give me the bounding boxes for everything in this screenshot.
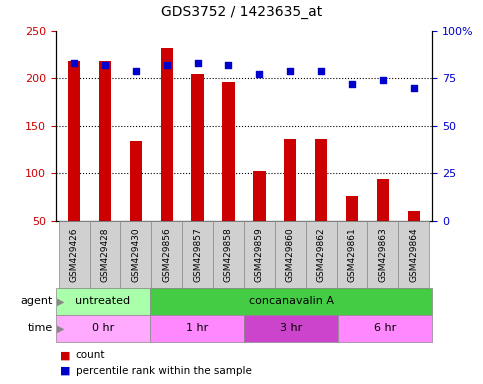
- Bar: [56, 288, 150, 315]
- Bar: [338, 315, 432, 342]
- Bar: [68, 61, 80, 221]
- Bar: [56, 315, 150, 342]
- Text: GSM429860: GSM429860: [286, 227, 295, 282]
- Text: GSM429856: GSM429856: [162, 227, 171, 282]
- Text: 6 hr: 6 hr: [374, 323, 397, 333]
- Text: GSM429430: GSM429430: [131, 227, 141, 282]
- Text: untreated: untreated: [75, 296, 130, 306]
- Bar: [182, 221, 213, 288]
- Bar: [160, 48, 173, 221]
- Text: concanavalin A: concanavalin A: [249, 296, 333, 306]
- Text: GSM429428: GSM429428: [100, 227, 110, 281]
- Point: [70, 60, 78, 66]
- Text: 0 hr: 0 hr: [91, 323, 114, 333]
- Text: GSM429857: GSM429857: [193, 227, 202, 282]
- Text: percentile rank within the sample: percentile rank within the sample: [76, 366, 252, 376]
- Bar: [151, 221, 182, 288]
- Bar: [337, 221, 368, 288]
- Bar: [284, 139, 297, 221]
- Text: ■: ■: [60, 350, 71, 360]
- Text: GSM429858: GSM429858: [224, 227, 233, 282]
- Text: agent: agent: [21, 296, 53, 306]
- Bar: [213, 221, 244, 288]
- Point: [286, 68, 294, 74]
- Bar: [89, 221, 120, 288]
- Point: [225, 62, 232, 68]
- Text: GDS3752 / 1423635_at: GDS3752 / 1423635_at: [161, 5, 322, 19]
- Bar: [222, 82, 235, 221]
- Text: ▶: ▶: [57, 323, 64, 333]
- Bar: [191, 74, 204, 221]
- Text: time: time: [28, 323, 53, 333]
- Point: [379, 77, 387, 83]
- Text: GSM429863: GSM429863: [378, 227, 387, 282]
- Text: count: count: [76, 350, 105, 360]
- Text: GSM429862: GSM429862: [317, 227, 326, 282]
- Point: [101, 62, 109, 68]
- Bar: [398, 221, 429, 288]
- Point: [256, 71, 263, 78]
- Text: GSM429859: GSM429859: [255, 227, 264, 282]
- Text: ▶: ▶: [57, 296, 64, 306]
- Bar: [253, 171, 266, 221]
- Bar: [244, 315, 338, 342]
- Point: [194, 60, 201, 66]
- Text: ■: ■: [60, 366, 71, 376]
- Point: [410, 85, 418, 91]
- Bar: [244, 221, 275, 288]
- Bar: [150, 315, 244, 342]
- Bar: [315, 139, 327, 221]
- Bar: [377, 179, 389, 221]
- Bar: [120, 221, 151, 288]
- Bar: [346, 196, 358, 221]
- Bar: [408, 211, 420, 221]
- Text: GSM429864: GSM429864: [409, 227, 418, 282]
- Bar: [129, 141, 142, 221]
- Point: [317, 68, 325, 74]
- Text: 3 hr: 3 hr: [280, 323, 302, 333]
- Bar: [368, 221, 398, 288]
- Bar: [99, 61, 111, 221]
- Point: [348, 81, 356, 87]
- Bar: [306, 221, 337, 288]
- Point: [163, 62, 170, 68]
- Bar: [150, 288, 432, 315]
- Point: [132, 68, 140, 74]
- Bar: [275, 221, 306, 288]
- Text: GSM429426: GSM429426: [70, 227, 79, 281]
- Text: 1 hr: 1 hr: [185, 323, 208, 333]
- Text: GSM429861: GSM429861: [347, 227, 356, 282]
- Bar: [58, 221, 89, 288]
